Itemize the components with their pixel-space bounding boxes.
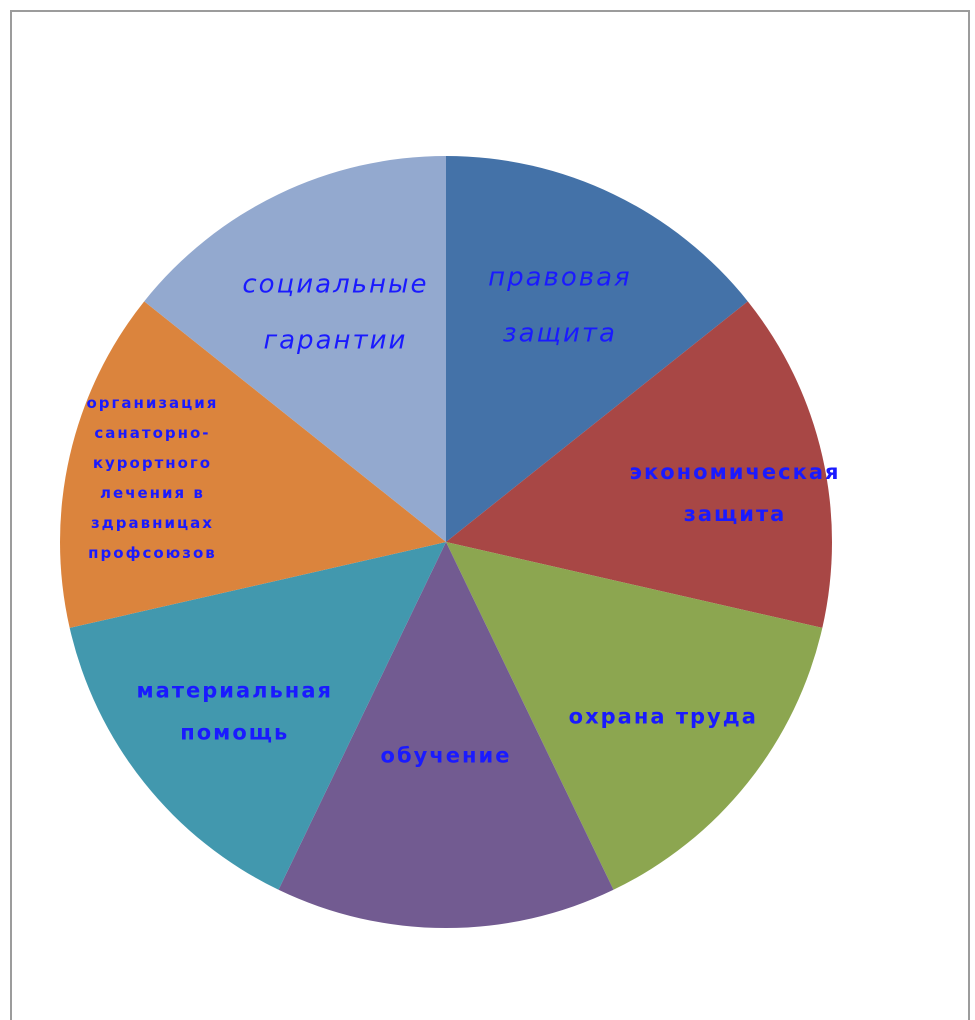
slice-label-line: санаторно-: [94, 424, 210, 442]
slice-label-line: лечения в: [100, 484, 205, 502]
slice-label-line: материальная: [136, 678, 333, 702]
slice-label: охрана труда: [569, 704, 758, 728]
slice-label-line: помощь: [180, 720, 289, 744]
slice-label-line: профсоюзов: [88, 544, 217, 562]
slice-label-line: социальные: [242, 269, 428, 299]
slice-label: обучение: [381, 743, 512, 767]
slice-label: организация санаторно-курортного лечения в…: [86, 394, 218, 562]
slice-label-line: здравницах: [91, 514, 214, 532]
slice-label-line: курортного: [93, 454, 212, 472]
pie-slices: [60, 156, 833, 928]
pie-slice: [60, 301, 447, 628]
slice-label-line: экономическая: [630, 460, 841, 484]
pie-slice: [446, 542, 823, 890]
slice-label-line: гарантии: [263, 325, 407, 355]
slice-label: социальные гарантии: [242, 269, 428, 355]
slice-label-line: обучение: [381, 743, 512, 767]
pie-slice: [446, 156, 748, 542]
slice-label-line: организация: [86, 394, 218, 412]
slice-label-line: защита: [684, 502, 787, 526]
pie-slice: [69, 542, 446, 890]
slice-label-line: охрана труда: [569, 704, 758, 728]
pie-slice: [446, 301, 833, 628]
slice-label-line: правовая: [488, 263, 632, 293]
pie-slice: [144, 156, 446, 542]
slice-label-line: защита: [503, 319, 617, 349]
slice-label: правовая защита: [488, 263, 632, 349]
pie-labels: правовая защита экономическая защита охрана …: [86, 263, 841, 768]
slice-label: экономическая защита: [630, 460, 841, 526]
pie-slice: [278, 542, 614, 928]
slice-label: материальная помощь: [136, 678, 333, 744]
